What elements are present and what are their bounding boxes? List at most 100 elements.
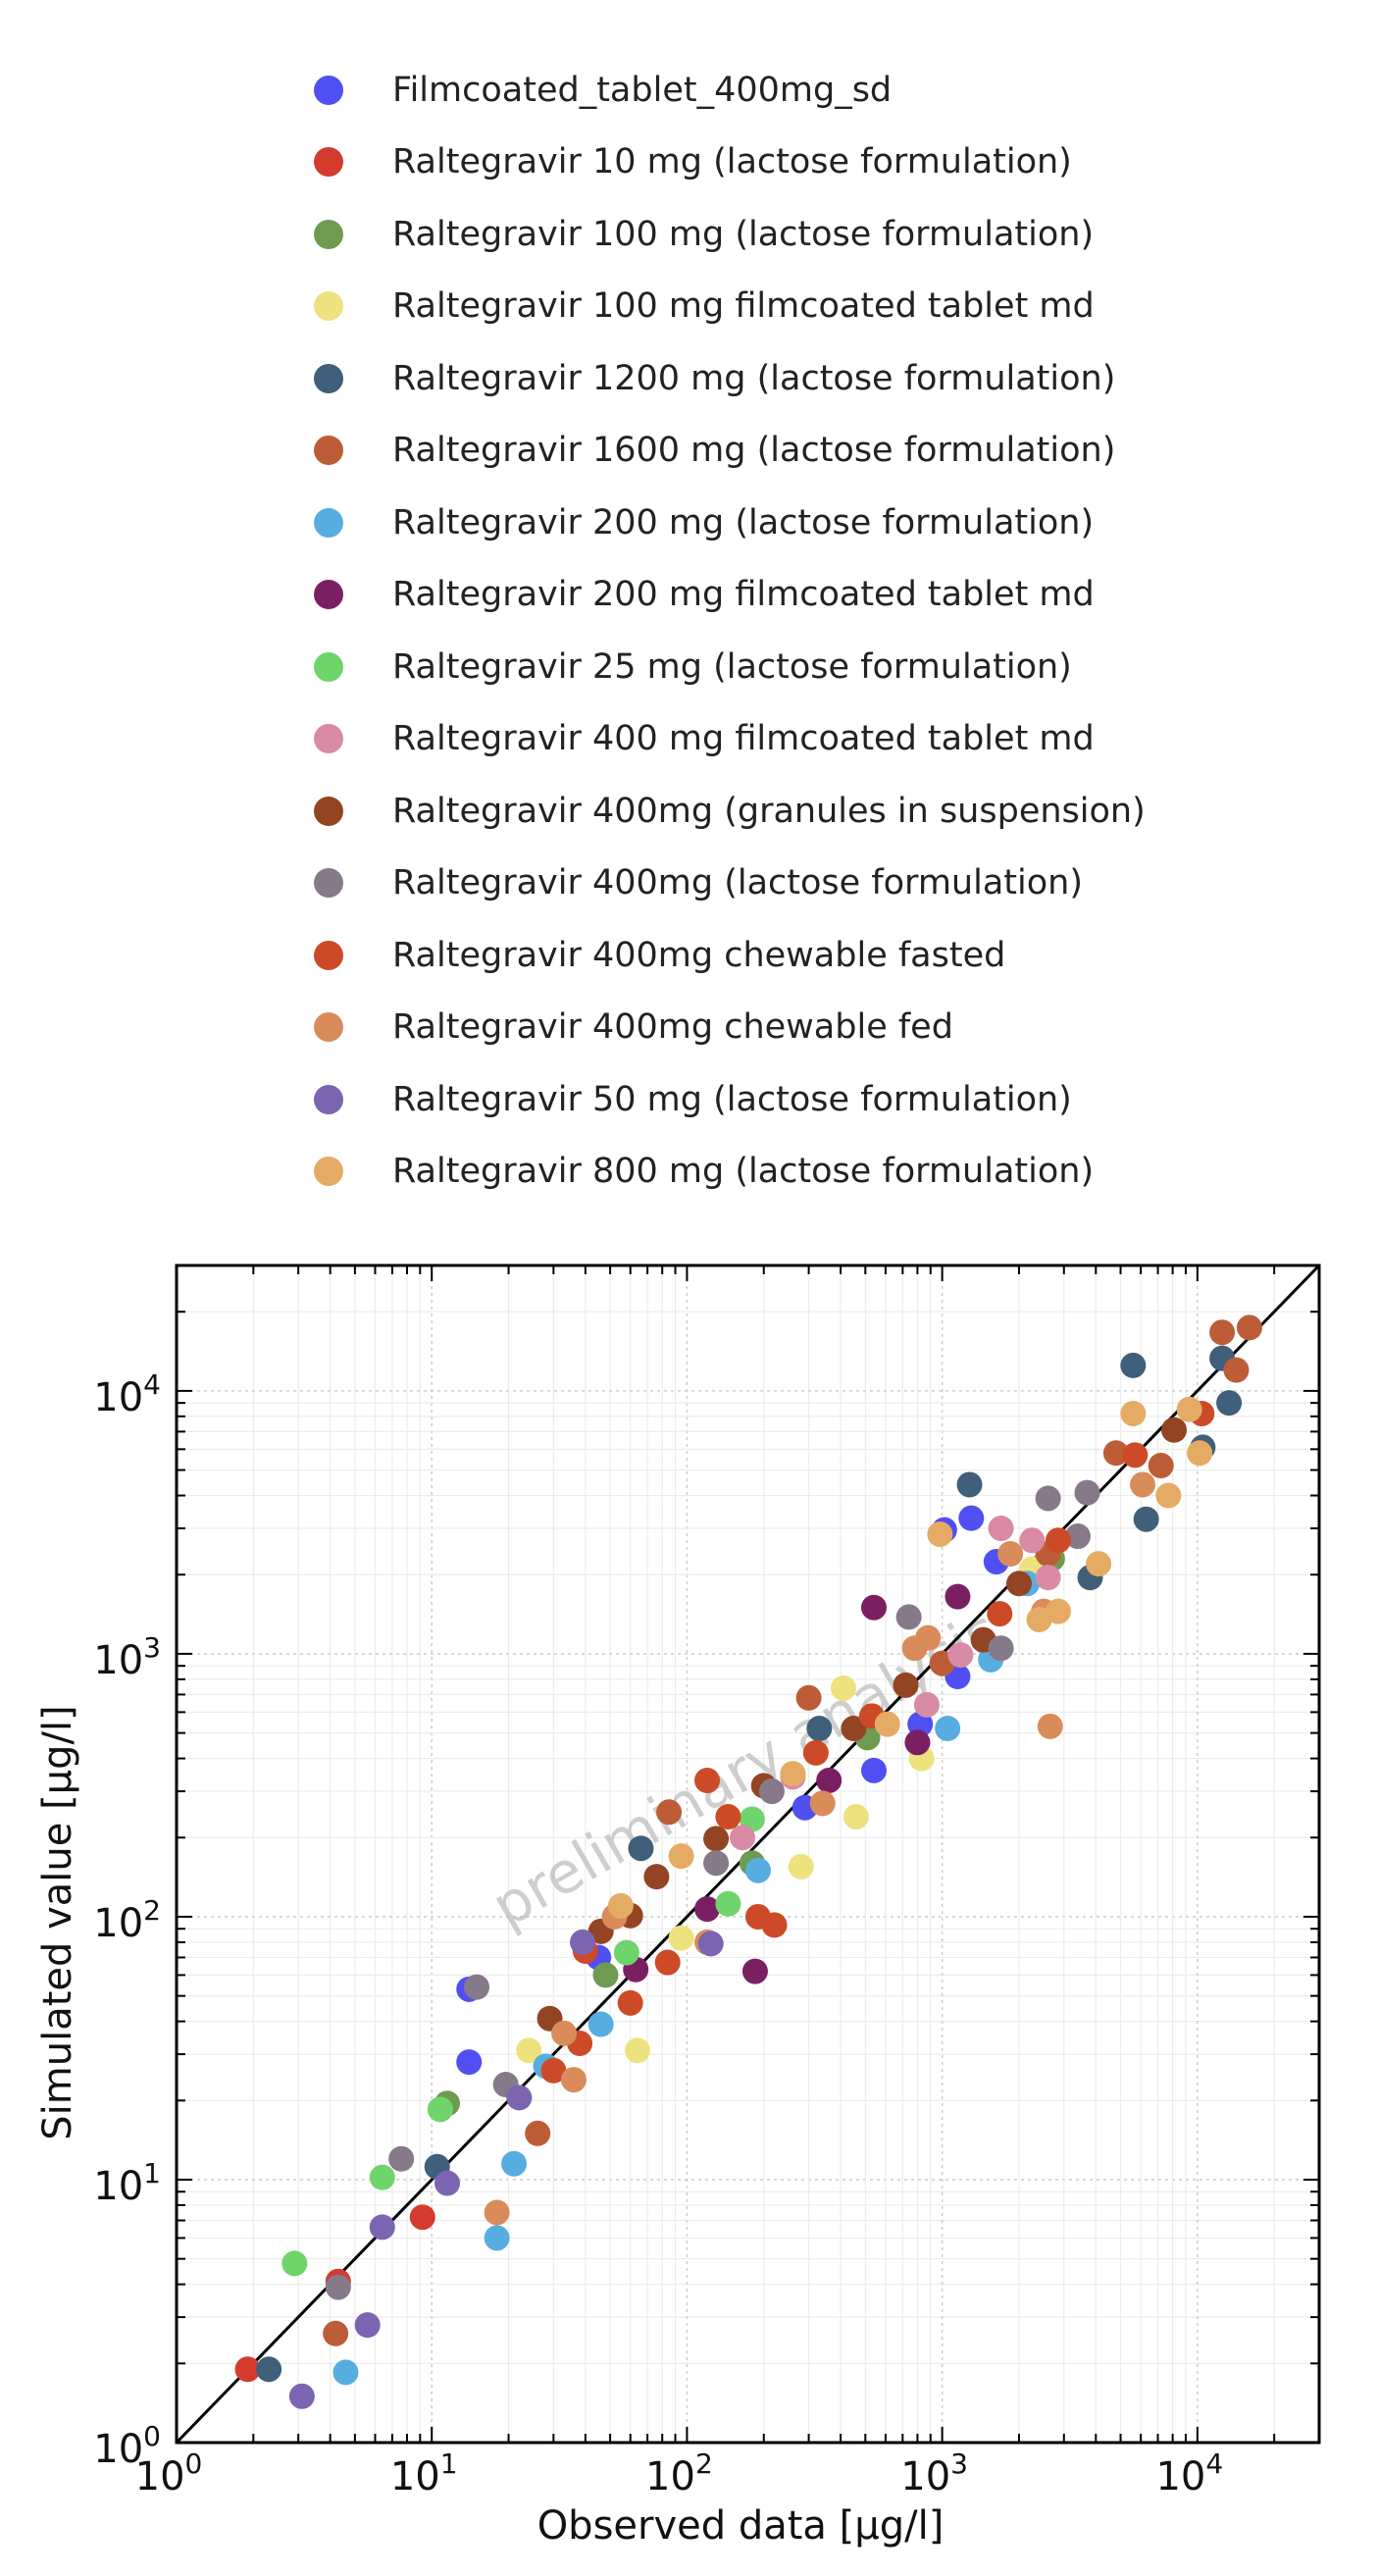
data-point [1035, 1565, 1061, 1591]
data-point [1148, 1453, 1174, 1479]
data-point [761, 1912, 788, 1938]
data-point [802, 1739, 829, 1766]
data-point [915, 1624, 942, 1651]
legend-item: Raltegravir 1600 mg (lactose formulation… [314, 415, 1146, 488]
data-point [1176, 1396, 1202, 1422]
x-tick-label: 100 [135, 2447, 203, 2499]
data-point [1216, 1390, 1243, 1417]
legend-marker [314, 291, 343, 322]
data-point [501, 2150, 528, 2177]
data-point [354, 2312, 381, 2339]
data-point [945, 1583, 971, 1610]
data-point [369, 2214, 395, 2241]
data-point [956, 1471, 983, 1498]
data-point [1155, 1482, 1182, 1509]
legend-item: Raltegravir 400mg (lactose formulation) [314, 848, 1146, 920]
plot-frame [175, 1263, 1321, 2445]
data-point [668, 1925, 694, 1951]
legend-marker [314, 436, 343, 466]
plot-border [175, 1263, 1321, 2445]
data-point [332, 2359, 359, 2386]
x-tick-label: 104 [1155, 2447, 1223, 2499]
x-axis-label: Observed data [µg/l] [537, 2503, 945, 2549]
data-point [323, 2320, 349, 2346]
data-point [927, 1521, 953, 1548]
legend-marker [314, 1012, 343, 1043]
data-point [843, 1804, 869, 1830]
data-point [288, 2383, 315, 2409]
data-point [607, 1892, 634, 1919]
legend-marker [314, 940, 343, 970]
data-point [570, 1929, 596, 1955]
data-point [730, 1825, 756, 1851]
data-point [540, 2057, 567, 2084]
data-point [281, 2250, 308, 2277]
data-point [988, 1635, 1014, 1662]
data-point [525, 2120, 551, 2146]
data-point [1122, 1442, 1149, 1468]
data-point [560, 2067, 587, 2093]
legend-item: Raltegravir 800 mg (lactose formulation) [314, 1136, 1146, 1209]
legend-item: Raltegravir 400mg chewable fed [314, 992, 1146, 1064]
y-tick-label: 102 [93, 1894, 161, 1946]
data-point [1035, 1485, 1061, 1512]
legend-marker [314, 796, 343, 826]
data-point [988, 1516, 1014, 1542]
data-point [895, 1604, 922, 1630]
data-point [624, 2037, 650, 2064]
grid [177, 1264, 1320, 2443]
x-tick-label: 103 [900, 2447, 968, 2499]
legend-marker [314, 219, 343, 249]
legend-item: Raltegravir 10 mg (lactose formulation) [314, 127, 1146, 199]
legend-item: Raltegravir 25 mg (lactose formulation) [314, 631, 1146, 703]
data-point [1064, 1523, 1091, 1550]
data-point [1133, 1506, 1159, 1532]
data-point [388, 2145, 415, 2172]
data-point [427, 2096, 453, 2123]
x-tick-label: 101 [390, 2447, 458, 2499]
legend-item: Raltegravir 50 mg (lactose formulation) [314, 1063, 1146, 1136]
data-point [1209, 1319, 1236, 1346]
data-point [758, 1778, 785, 1805]
legend-label: Filmcoated_tablet_400mg_sd [392, 70, 893, 110]
legend-item: Raltegravir 200 mg filmcoated tablet md [314, 559, 1146, 632]
data-point [516, 2037, 542, 2064]
data-point [703, 1826, 730, 1852]
data-point [1161, 1417, 1188, 1443]
legend-label: Raltegravir 400mg (granules in suspensio… [392, 791, 1146, 831]
data-point [913, 1691, 940, 1718]
data-point [1102, 1440, 1129, 1467]
legend-marker [314, 363, 343, 393]
data-point [861, 1594, 888, 1621]
data-point [697, 1931, 724, 1957]
legend-label: Raltegravir 400 mg filmcoated tablet md [392, 719, 1095, 759]
data-point [703, 1850, 730, 1877]
data-point [434, 2170, 461, 2196]
data-point [1086, 1551, 1112, 1577]
data-point [1045, 1527, 1071, 1554]
data-point [628, 1835, 654, 1862]
data-point [551, 2020, 578, 2046]
data-point [234, 2356, 261, 2383]
data-point [617, 1989, 643, 2016]
data-point [904, 1729, 931, 1756]
data-point [464, 1974, 490, 2000]
legend-label: Raltegravir 25 mg (lactose formulation) [392, 646, 1072, 687]
legend-marker [314, 580, 343, 610]
data-point [987, 1601, 1013, 1627]
legend-label: Raltegravir 50 mg (lactose formulation) [392, 1079, 1072, 1119]
data-point [484, 2199, 510, 2226]
data-point [1236, 1314, 1262, 1341]
data-point [947, 1642, 974, 1669]
data-point [958, 1505, 985, 1531]
x-tick-label: 102 [645, 2447, 713, 2499]
legend-item: Raltegravir 100 mg filmcoated tablet md [314, 271, 1146, 343]
data-point [816, 1767, 843, 1793]
legend-marker [314, 75, 343, 105]
data-point [741, 1958, 768, 1984]
data-points [234, 1314, 1262, 2409]
legend-item: Raltegravir 400mg (granules in suspensio… [314, 775, 1146, 848]
legend-marker [314, 651, 343, 682]
data-point [484, 2225, 510, 2251]
